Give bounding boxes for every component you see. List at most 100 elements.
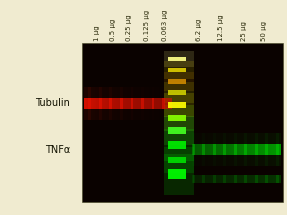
Bar [212, 133, 214, 166]
Bar [238, 175, 239, 183]
Bar [167, 98, 168, 109]
Bar [266, 175, 268, 183]
Bar [236, 133, 238, 166]
Bar [278, 175, 280, 183]
Bar [264, 133, 265, 166]
Bar [139, 87, 140, 120]
Bar [168, 115, 186, 121]
Bar [247, 133, 248, 166]
Text: TNFα: TNFα [45, 145, 70, 155]
Bar [266, 133, 268, 166]
Bar [90, 87, 92, 120]
Bar [228, 144, 229, 155]
Bar [255, 175, 257, 183]
Bar [233, 175, 234, 183]
Bar [262, 175, 263, 183]
Bar [216, 144, 217, 155]
Bar [260, 133, 261, 166]
Bar [203, 133, 205, 166]
Text: 1 μg: 1 μg [94, 25, 100, 41]
Bar [148, 98, 149, 109]
Bar [243, 175, 245, 183]
Bar [254, 144, 255, 155]
Bar [199, 175, 200, 183]
Bar [131, 98, 133, 109]
Bar [159, 98, 160, 109]
Bar [244, 133, 246, 166]
Bar [229, 133, 230, 166]
Bar [202, 133, 204, 166]
Bar [104, 98, 105, 109]
Bar [111, 98, 113, 109]
Bar [110, 87, 112, 120]
Bar [117, 87, 118, 120]
Bar [127, 98, 128, 109]
Bar [212, 144, 214, 155]
Bar [90, 98, 92, 109]
Bar [159, 87, 160, 120]
Bar [98, 98, 100, 109]
Bar [164, 61, 194, 79]
Bar [257, 175, 259, 183]
Bar [238, 144, 239, 155]
Bar [271, 175, 272, 183]
Bar [106, 98, 107, 109]
Bar [259, 133, 260, 166]
Bar [144, 87, 145, 120]
Bar [113, 98, 114, 109]
Bar [239, 175, 240, 183]
Bar [226, 144, 228, 155]
Bar [198, 133, 199, 166]
Bar [138, 98, 139, 109]
Bar [164, 116, 194, 145]
Bar [168, 68, 186, 72]
Bar [158, 98, 159, 109]
Bar [264, 175, 265, 183]
Bar [240, 133, 241, 166]
Text: Tubulin: Tubulin [35, 98, 70, 108]
Bar [128, 87, 129, 120]
Bar [119, 98, 121, 109]
Bar [87, 98, 88, 109]
Bar [262, 144, 263, 155]
Bar [267, 175, 269, 183]
Bar [242, 175, 243, 183]
Bar [265, 144, 267, 155]
Bar [269, 133, 270, 166]
Bar [207, 144, 208, 155]
Bar [196, 133, 197, 166]
Bar [88, 98, 90, 109]
Bar [247, 144, 249, 155]
Bar [114, 87, 115, 120]
Bar [209, 133, 210, 166]
Bar [261, 175, 262, 183]
Bar [280, 144, 281, 155]
Bar [96, 98, 97, 109]
Bar [152, 98, 154, 109]
Bar [133, 87, 135, 120]
Bar [154, 87, 155, 120]
Bar [235, 175, 237, 183]
Bar [256, 175, 258, 183]
Bar [277, 133, 279, 166]
Bar [102, 87, 104, 120]
Bar [252, 144, 253, 155]
Bar [196, 175, 197, 183]
Bar [243, 133, 245, 166]
Bar [272, 133, 273, 166]
Bar [208, 175, 209, 183]
Bar [164, 93, 194, 117]
Bar [94, 87, 95, 120]
Bar [273, 133, 274, 166]
Bar [128, 98, 129, 109]
Bar [158, 87, 159, 120]
Bar [238, 133, 239, 166]
Bar [93, 87, 94, 120]
Bar [257, 144, 259, 155]
Bar [163, 87, 165, 120]
Bar [270, 175, 271, 183]
Bar [239, 144, 240, 155]
Bar [274, 133, 276, 166]
Bar [124, 98, 125, 109]
Bar [229, 144, 230, 155]
